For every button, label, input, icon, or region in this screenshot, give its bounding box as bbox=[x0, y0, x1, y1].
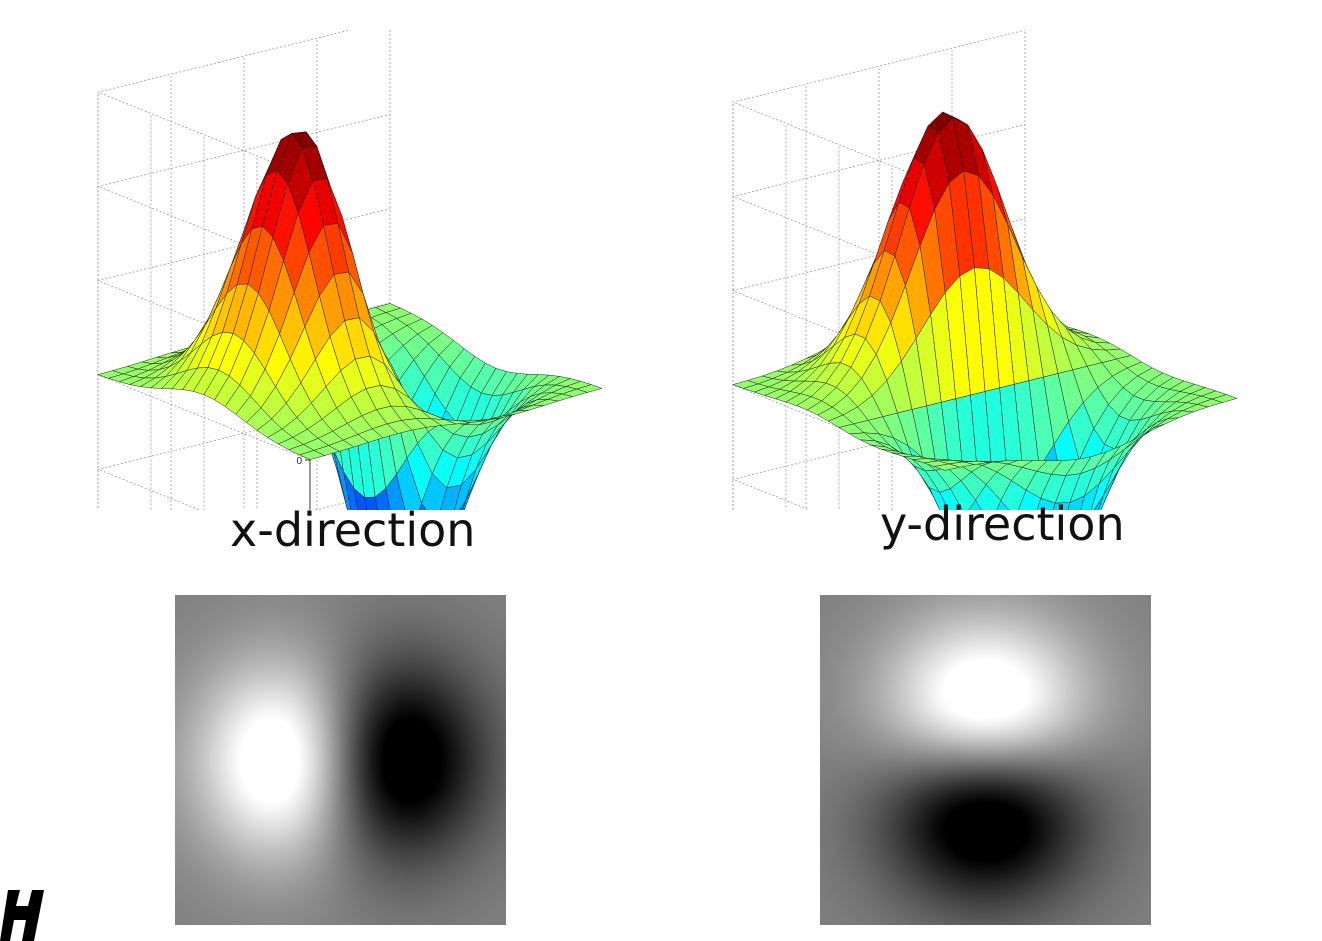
surface-mesh bbox=[732, 111, 1238, 510]
heatmap-y-direction bbox=[820, 595, 1151, 925]
surface-plot-x-direction: 0.150.10.050-0.05-0.1-0.15-0.2-2-1012210… bbox=[96, 30, 603, 510]
logo-fragment-icon bbox=[0, 890, 44, 941]
surface-plot-y-direction: 0.150.10.050-0.05-0.1-0.15-0.2-2-1012210… bbox=[731, 30, 1238, 510]
surface-patch bbox=[968, 499, 982, 510]
surface-patch bbox=[996, 499, 1010, 510]
caption-x-direction: x-direction bbox=[230, 503, 476, 557]
z-tick-label: 0 bbox=[296, 456, 302, 467]
caption-y-direction: y-direction bbox=[880, 497, 1125, 551]
surface-patch bbox=[933, 463, 961, 471]
surface-mesh bbox=[97, 131, 603, 510]
heatmap-x-direction bbox=[175, 595, 506, 925]
surface-patch bbox=[298, 450, 326, 460]
